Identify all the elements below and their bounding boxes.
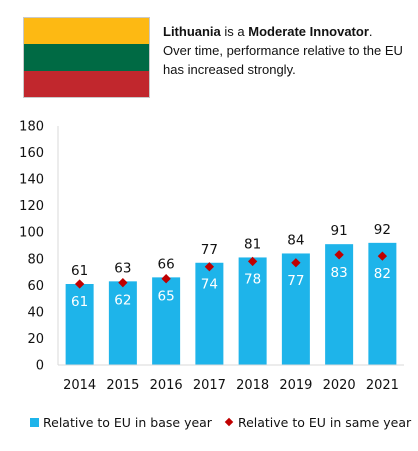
diamond-marker: [377, 251, 388, 261]
marker-value-label: 61: [71, 294, 88, 310]
chart-legend: Relative to EU in base year Relative to …: [30, 413, 411, 431]
bar: [368, 242, 397, 365]
innovator-group: Moderate Innovator: [248, 24, 369, 39]
legend-swatch-same-year: [224, 417, 234, 427]
bar-value-label: 63: [114, 260, 131, 276]
diamond-marker: [204, 262, 215, 272]
marker-value-label: 78: [244, 271, 261, 287]
x-axis: 2014 2015 2016 2017 2018 2019 2020 2021: [58, 364, 404, 393]
legend-label-same-year: Relative to EU in same year: [237, 414, 412, 430]
marker-value-label: 82: [374, 266, 391, 282]
x-tick-label: 2017: [193, 378, 226, 393]
legend-label-base-year: Relative to EU in base year: [43, 414, 212, 430]
y-tick-label: 140: [19, 173, 44, 188]
x-tick-label: 2015: [106, 378, 139, 393]
flag-stripe-green: [24, 44, 149, 71]
y-tick-label: 180: [19, 120, 44, 135]
bar-value-label: 77: [201, 242, 218, 258]
x-tick-label: 2020: [323, 378, 356, 393]
intro-is-a: is a: [220, 24, 249, 39]
bar-value-label: 84: [287, 232, 304, 248]
diamond-marker: [161, 274, 171, 284]
y-tick-label: 80: [27, 252, 44, 267]
x-tick-label: 2018: [236, 378, 269, 393]
bar: [195, 262, 224, 365]
country-name: Lithuania: [163, 24, 221, 39]
bar: [325, 244, 354, 365]
marker-value-label: 83: [331, 265, 348, 281]
intro-text: Lithuania is a Moderate Innovator. Over …: [163, 22, 413, 79]
bar: [152, 277, 181, 365]
marker-series-same-year: [74, 250, 388, 289]
bar-value-labels: 61 63 66 77 81 84 91 92: [71, 222, 391, 279]
intro-period: .: [368, 24, 373, 39]
y-tick-label: 40: [27, 305, 44, 320]
y-tick-label: 160: [19, 146, 44, 161]
bar-value-label: 61: [71, 263, 88, 279]
bar-value-label: 81: [244, 236, 261, 252]
bar: [238, 257, 267, 365]
lithuania-flag: [23, 17, 150, 98]
x-tick-label: 2016: [150, 378, 183, 393]
bar-series-base-year: [65, 242, 397, 365]
diamond-marker: [334, 250, 344, 260]
performance-chart: 0 20 40 60 80 100 120 140 160 180 61 63 66 77 81 84 91 9…: [19, 120, 404, 393]
y-tick-label: 100: [19, 226, 44, 241]
marker-value-label: 77: [287, 273, 304, 289]
diamond-marker: [247, 256, 258, 267]
same-year-value-labels: 61 62 65 74 78 77 83 82: [71, 265, 391, 310]
y-tick-label: 20: [27, 332, 44, 347]
diamond-marker: [291, 258, 301, 268]
y-axis: 0 20 40 60 80 100 120 140 160 180: [19, 120, 59, 374]
bar-value-label: 92: [374, 222, 391, 238]
y-tick-label: 0: [36, 359, 44, 374]
bar-value-label: 91: [331, 223, 348, 239]
legend-swatch-base-year: [30, 417, 39, 427]
bar: [108, 281, 137, 365]
bar-value-label: 66: [158, 256, 175, 272]
y-tick-label: 60: [27, 279, 44, 294]
x-tick-label: 2021: [366, 378, 399, 393]
marker-value-label: 65: [158, 289, 175, 305]
marker-value-label: 74: [201, 277, 218, 293]
intro-sentence: Over time, performance relative to the E…: [163, 43, 403, 77]
bar: [65, 284, 94, 365]
y-tick-label: 120: [19, 199, 44, 214]
flag-stripe-yellow: [24, 18, 149, 45]
marker-value-label: 62: [114, 293, 131, 309]
flag-stripe-red: [24, 70, 149, 97]
x-tick-label: 2014: [63, 378, 96, 393]
x-tick-label: 2019: [279, 378, 312, 393]
bar: [281, 253, 310, 365]
